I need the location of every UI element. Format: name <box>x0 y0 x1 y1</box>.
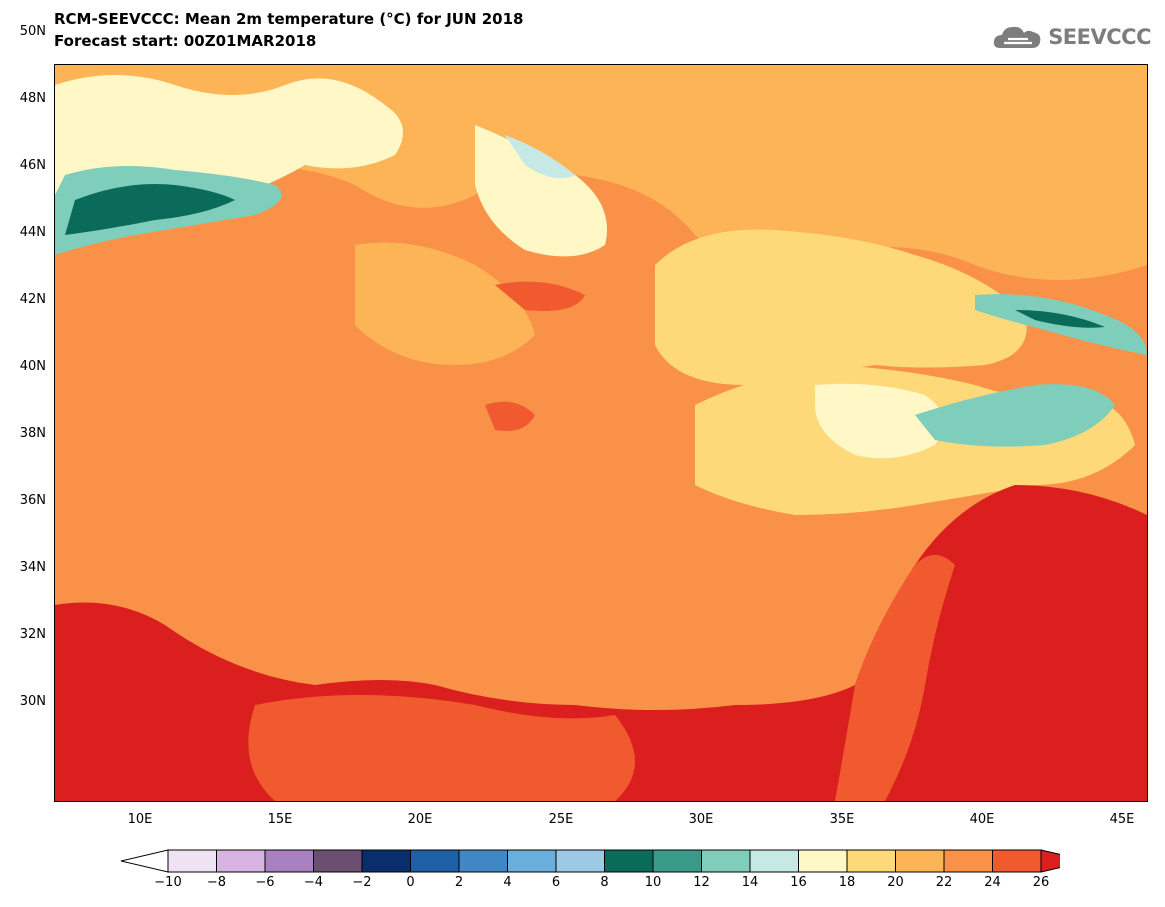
colorbar-segment <box>507 849 557 873</box>
lat-tick-label: 32N <box>19 627 46 642</box>
colorbar-segment <box>458 849 508 873</box>
colorbar-tick-label: 26 <box>1032 875 1050 890</box>
colorbar-arrow-low <box>120 849 169 873</box>
chart-title: RCM-SEEVCCC: Mean 2m temperature (°C) fo… <box>54 10 524 28</box>
chart-subtitle: Forecast start: 00Z01MAR2018 <box>54 32 317 50</box>
lat-tick-label: 42N <box>19 292 46 307</box>
lon-tick-label: 15E <box>267 812 293 827</box>
colorbar-tick-label: 10 <box>644 875 662 890</box>
lat-tick-label: 36N <box>19 493 46 508</box>
colorbar-tick-label: 18 <box>838 875 856 890</box>
lat-tick-label: 44N <box>19 225 46 240</box>
colorbar-segment <box>895 849 945 873</box>
colorbar-segment <box>216 849 266 873</box>
lon-tick-label: 40E <box>969 812 995 827</box>
colorbar-segment <box>749 849 799 873</box>
lon-tick-label: 45E <box>1109 812 1135 827</box>
colorbar-tick-label: 4 <box>503 875 512 890</box>
lat-tick-label: 50N <box>19 24 46 39</box>
colorbar-segment <box>555 849 605 873</box>
colorbar-tick-label: −8 <box>206 875 227 890</box>
lat-tick-label: 46N <box>19 158 46 173</box>
lon-tick-label: 25E <box>548 812 574 827</box>
colorbar-tick-label: 2 <box>454 875 464 890</box>
lat-tick-label: 38N <box>19 426 46 441</box>
colorbar-tick-label: 20 <box>887 875 904 890</box>
colorbar-tick-label: −10 <box>154 875 182 890</box>
cloud-logo-icon <box>994 26 1041 48</box>
colorbar-segment <box>943 849 993 873</box>
lon-tick-label: 35E <box>829 812 855 827</box>
colorbar-tick-label: −2 <box>352 875 372 890</box>
colorbar <box>120 849 1060 873</box>
lon-tick-label: 20E <box>407 812 433 827</box>
colorbar-segment <box>167 849 217 873</box>
colorbar-tick-label: 22 <box>935 875 953 890</box>
colorbar-tick-label: 8 <box>600 875 609 890</box>
colorbar-tick-label: 12 <box>693 875 710 890</box>
colorbar-tick-label: 6 <box>551 875 561 890</box>
colorbar-arrow-high <box>1040 849 1060 873</box>
lon-tick-label: 30E <box>688 812 714 827</box>
colorbar-tick-label: 24 <box>984 875 1001 890</box>
colorbar-segment <box>846 849 896 873</box>
colorbar-segment <box>604 849 654 873</box>
lat-tick-label: 34N <box>19 560 46 575</box>
colorbar-segment <box>798 849 848 873</box>
lat-tick-label: 30N <box>19 694 46 709</box>
colorbar-segment <box>992 849 1042 873</box>
logo-text: SEEVCCC <box>1048 25 1151 49</box>
colorbar-segment <box>652 849 702 873</box>
colorbar-tick-label: −4 <box>303 875 324 890</box>
seevccc-logo: SEEVCCC <box>992 20 1151 54</box>
colorbar-segment <box>313 849 363 873</box>
colorbar-tick-label: 0 <box>406 875 415 890</box>
lon-tick-label: 10E <box>127 812 153 827</box>
colorbar-segment <box>410 849 460 873</box>
colorbar-segment <box>264 849 314 873</box>
colorbar-tick-label: 16 <box>790 875 807 890</box>
temperature-map <box>54 64 1148 802</box>
lat-tick-label: 40N <box>19 359 46 374</box>
colorbar-segment <box>701 849 751 873</box>
colorbar-segment <box>361 849 411 873</box>
lat-tick-label: 48N <box>19 91 46 106</box>
colorbar-tick-label: 14 <box>741 875 759 890</box>
colorbar-tick-label: −6 <box>255 875 275 890</box>
